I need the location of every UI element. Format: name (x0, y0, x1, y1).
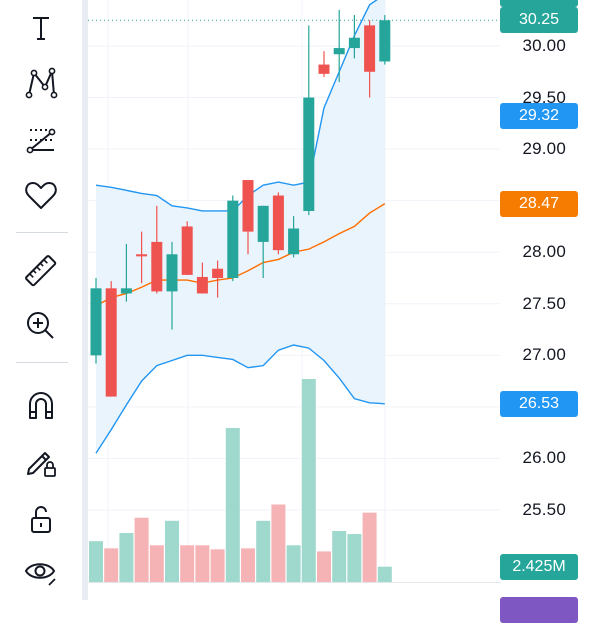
measure-tool[interactable] (14, 248, 68, 294)
ruler-icon (25, 255, 57, 287)
price-tick-label: 27.00 (522, 345, 566, 365)
lock-drawings-tool[interactable] (14, 438, 68, 484)
candle-body (257, 205, 269, 242)
volume-badge: 2.425M (500, 554, 578, 580)
price-tick-label: 29.00 (522, 139, 566, 159)
volume-bar (256, 520, 271, 582)
volume-bar (119, 533, 134, 582)
candle-body (136, 254, 148, 257)
lower-band-line (95, 344, 385, 454)
price-tick-label: 27.50 (522, 293, 566, 313)
volume-bar (225, 427, 240, 582)
candle-body (120, 288, 132, 294)
volume-bar (241, 548, 255, 582)
price-tick-label: 29.50 (522, 87, 566, 107)
volume-bar (271, 504, 286, 582)
toolbar-separator (16, 362, 68, 363)
unlock-icon (31, 506, 51, 533)
candle-body (151, 241, 163, 292)
price-tick-label: 25.50 (522, 500, 566, 519)
text-tool[interactable] (14, 5, 68, 51)
toolbar-divider (82, 0, 88, 600)
basis-badge: 28.47 (500, 190, 578, 217)
toolbar-separator (16, 232, 68, 233)
volume-bar (89, 541, 103, 582)
pencil-lock-icon (27, 452, 56, 477)
fibonacci-icon (26, 128, 56, 154)
magnet-tool[interactable] (14, 382, 68, 428)
volume-bar (377, 566, 392, 582)
candle-body (288, 228, 300, 255)
candle-body (272, 195, 284, 251)
visibility-tool[interactable] (14, 548, 68, 594)
price-tick-label: 26.00 (522, 448, 566, 468)
price-chart[interactable] (88, 0, 500, 582)
magnet-icon (29, 392, 53, 419)
volume-bar (317, 551, 331, 582)
candle-body (166, 254, 178, 292)
pattern-tool[interactable] (14, 60, 68, 106)
volume-bar (286, 545, 301, 582)
candle-body (196, 276, 208, 294)
volume-bar (165, 520, 179, 582)
fib-tool[interactable] (14, 117, 68, 163)
volume-bar (332, 531, 347, 582)
zoom-in-icon (27, 312, 54, 339)
basis-line (95, 203, 386, 307)
time-axis (88, 582, 500, 601)
volume-bar (362, 512, 377, 582)
cut-off-price-badge (500, 0, 578, 7)
heart-icon (25, 182, 57, 209)
candle-body (227, 200, 239, 278)
volume-bar (210, 549, 225, 582)
price-tick-label: 30.00 (522, 36, 566, 55)
candle-body (105, 288, 117, 397)
volume-bar (195, 545, 210, 582)
cut-off-indicator-badge (500, 597, 578, 623)
volume-bar (347, 534, 362, 582)
candle-body (303, 97, 315, 211)
volume-bar (301, 379, 316, 582)
upper-band-line (95, 0, 378, 212)
last-price-badge: 30.25 (500, 7, 578, 34)
volume-bar (104, 548, 119, 582)
candle-body (364, 25, 376, 72)
zoom-tool[interactable] (14, 303, 68, 349)
drawing-toolbar (0, 0, 82, 600)
candle-body (318, 64, 330, 74)
volume-bar (134, 517, 149, 582)
candle-body (90, 288, 102, 356)
candle-body (242, 180, 254, 232)
candle-body (333, 48, 345, 55)
candle-body (348, 37, 360, 49)
candle-body (181, 226, 193, 275)
text-icon (33, 17, 49, 40)
candle-body (212, 268, 224, 278)
volume-bar (180, 545, 195, 582)
candle-body (379, 20, 391, 62)
price-tick-label: 28.00 (522, 242, 566, 262)
lower-band-badge: 26.53 (500, 390, 578, 417)
pattern-icon (25, 67, 58, 99)
volume-bar (149, 545, 164, 582)
bollinger-fill (96, 0, 385, 454)
eye-icon (24, 563, 56, 586)
favorites-tool[interactable] (14, 172, 68, 218)
lock-tool[interactable] (14, 496, 68, 542)
upper-band-badge: 29.32 (500, 103, 578, 130)
